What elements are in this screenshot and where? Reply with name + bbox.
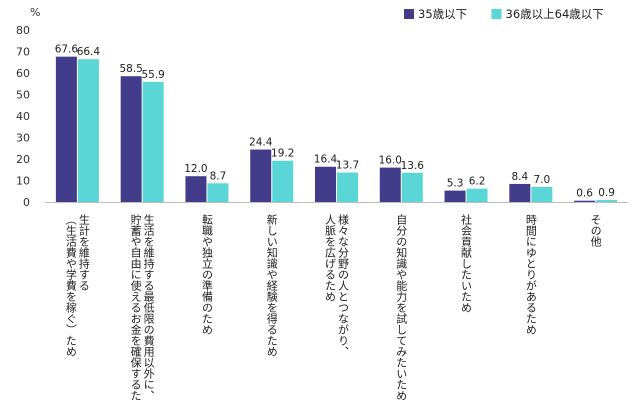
data-labels: 67.666.4 58.555.9 12.08.7 24.419.2 16.413.7 1… <box>55 44 615 200</box>
bar <box>142 81 164 202</box>
category-label: 貯蓄や自由に使えるお金を確保するため <box>129 214 142 400</box>
data-label: 66.4 <box>77 46 101 58</box>
data-label: 0.9 <box>598 187 615 199</box>
bar <box>250 149 272 202</box>
y-axis-unit-label: % <box>30 6 40 19</box>
data-label: 24.4 <box>249 137 273 149</box>
bar <box>574 200 596 202</box>
bar <box>207 183 229 202</box>
y-tick-label: 50 <box>16 89 30 102</box>
data-label: 16.0 <box>379 155 402 167</box>
category-label: 生活を維持する最低限の費用以外に、 <box>142 213 155 400</box>
data-label: 12.0 <box>184 163 207 175</box>
y-tick-label: 80 <box>16 24 30 37</box>
y-tick-label: 20 <box>16 153 30 166</box>
bar <box>531 186 553 202</box>
data-label: 19.2 <box>271 148 294 160</box>
bar <box>379 167 401 202</box>
data-label: 55.9 <box>141 69 164 81</box>
category-label: （生活費や学費を稼ぐ）ため <box>64 214 77 357</box>
data-label: 67.6 <box>55 44 79 56</box>
category-label: 人脈を広げるため <box>324 214 337 302</box>
legend-swatch <box>404 9 414 19</box>
data-label: 5.3 <box>447 178 464 190</box>
category-labels: （生活費や学費を稼ぐ）ため 生計を維持する 貯蓄や自由に使えるお金を確保するため 生活… <box>64 213 602 400</box>
bar <box>401 172 423 202</box>
axes: 0 10 20 30 40 50 60 70 80 <box>16 24 628 209</box>
y-tick-label: 30 <box>16 132 30 145</box>
legend-label: 35歳以下 <box>418 7 467 21</box>
data-label: 6.2 <box>469 176 486 188</box>
legend: 35歳以下 36歳以上64歳以下 <box>404 7 604 21</box>
legend-label: 36歳以上64歳以下 <box>506 7 604 21</box>
bar <box>509 183 531 202</box>
bar <box>55 56 77 202</box>
bar <box>185 176 207 202</box>
bar <box>337 172 358 202</box>
category-label: 時間にゆとりがあるため <box>524 214 537 335</box>
bar <box>120 76 142 202</box>
category-label: 社会貢献したいため <box>460 213 473 313</box>
data-label: 8.7 <box>210 170 227 182</box>
bar <box>596 200 618 202</box>
bar <box>466 188 488 202</box>
y-tick-label: 10 <box>16 175 30 188</box>
bars <box>55 56 618 202</box>
category-label: 様々な分野の人とつながり、 <box>337 213 350 357</box>
data-label: 8.4 <box>511 171 528 183</box>
legend-swatch <box>491 9 502 19</box>
data-label: 16.4 <box>314 154 338 166</box>
y-tick-label: 60 <box>16 67 30 80</box>
bar <box>315 166 336 202</box>
bar <box>77 59 99 202</box>
bar <box>272 160 294 202</box>
category-label: その他 <box>589 214 602 247</box>
category-label: 新しい知識や経験を得るため <box>265 213 278 357</box>
data-label: 58.5 <box>119 63 142 75</box>
category-label: 転職や独立の準備のため <box>200 214 213 335</box>
y-tick-label: 70 <box>16 46 30 59</box>
data-label: 0.6 <box>576 188 593 200</box>
y-tick-label: 40 <box>16 110 30 123</box>
category-label: 自分の知識や能力を試してみたいため <box>395 214 408 400</box>
data-label: 13.6 <box>401 160 425 172</box>
data-label: 7.0 <box>533 174 550 186</box>
bar <box>444 190 466 202</box>
category-label: 生計を維持する <box>77 213 90 291</box>
data-label: 13.7 <box>336 160 359 172</box>
y-tick-label: 0 <box>23 196 30 209</box>
